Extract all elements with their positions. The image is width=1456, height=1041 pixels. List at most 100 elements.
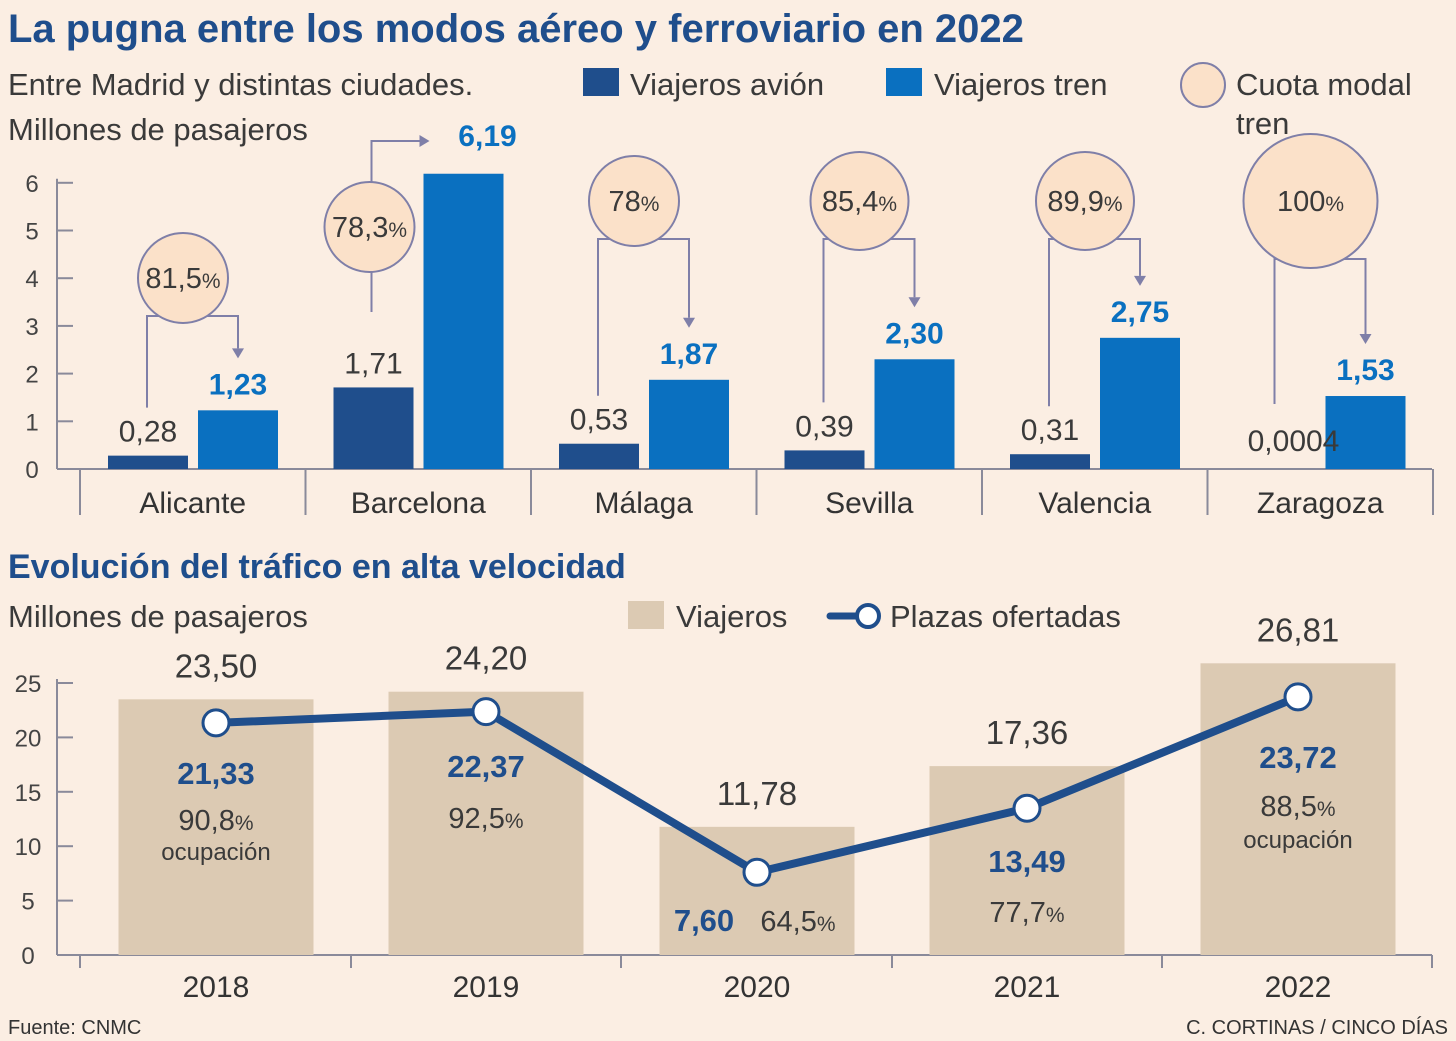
chart1-bar-train bbox=[649, 379, 729, 469]
chart1-bar-plane bbox=[333, 387, 414, 469]
chart1-share-label-unit: % bbox=[641, 193, 660, 216]
chart1-share-label: 78% bbox=[609, 186, 660, 218]
chart2-bar-travelers bbox=[118, 699, 314, 955]
chart1-train-value-label: 2,75 bbox=[1111, 296, 1169, 329]
chart1-train-value-label: 1,23 bbox=[209, 368, 267, 401]
chart2-travelers-value-label: 23,50 bbox=[175, 647, 258, 684]
chart1-connector-arrow bbox=[419, 135, 430, 147]
chart1-y-tick-label: 0 bbox=[25, 457, 38, 484]
chart1-share-label: 78,3% bbox=[332, 212, 407, 244]
legend-seats-marker bbox=[855, 603, 881, 629]
page-title: La pugna entre los modos aéreo y ferrovi… bbox=[8, 7, 1024, 51]
credit-note: C. CORTINAS / CINCO DÍAS bbox=[1186, 1016, 1448, 1039]
chart1-train-value-label: 2,30 bbox=[885, 317, 943, 350]
chart1-train-value-label: 6,19 bbox=[458, 120, 516, 153]
chart1-plane-value-label: 0,39 bbox=[795, 410, 853, 443]
chart2-occupancy-label: 92,5% bbox=[448, 803, 523, 835]
chart2-y-tick-label: 10 bbox=[15, 834, 42, 861]
legend-plane-label: Viajeros avión bbox=[630, 67, 824, 102]
chart1-plane-value-label: 0,53 bbox=[570, 404, 628, 437]
chart1-share-label-unit: % bbox=[878, 193, 897, 216]
chart2-y-tick-label: 0 bbox=[21, 943, 34, 970]
chart2-occupancy-word: ocupación bbox=[1243, 827, 1352, 854]
chart1-share-bubble bbox=[1035, 151, 1135, 251]
chart1-category-label: Sevilla bbox=[825, 487, 914, 520]
chart2-travelers-value-label: 26,81 bbox=[1257, 611, 1340, 648]
chart1-plane-value-label: 0,31 bbox=[1021, 414, 1079, 447]
chart2-occupancy-label-value: 88,5 bbox=[1260, 791, 1316, 823]
chart1-share-label: 85,4% bbox=[822, 186, 897, 218]
chart2-seats-point bbox=[1283, 682, 1313, 712]
chart2-travelers-value-label: 24,20 bbox=[445, 640, 528, 677]
legend-travelers-swatch bbox=[628, 601, 664, 629]
chart1-y-tick-label: 3 bbox=[25, 314, 38, 341]
chart1-connector-arrow bbox=[1359, 334, 1372, 345]
chart1-connector-arrow bbox=[1134, 275, 1146, 286]
chart1-bar-plane bbox=[108, 455, 188, 469]
chart1-connector-arrow bbox=[683, 317, 695, 328]
chart1-share-bubble bbox=[588, 155, 680, 247]
chart2-seats-point bbox=[201, 708, 231, 738]
chart2-seats-point bbox=[742, 857, 772, 887]
chart1-bar-plane bbox=[559, 443, 639, 469]
chart2-category-label: 2020 bbox=[724, 971, 791, 1004]
chart2-bar-travelers bbox=[1200, 663, 1396, 955]
chart1-plane-value-label: 0,0004 bbox=[1248, 425, 1340, 458]
chart2-seats-value-label: 21,33 bbox=[177, 756, 255, 791]
legend-share-swatch bbox=[1180, 62, 1226, 108]
chart1-category-label: Málaga bbox=[595, 487, 694, 520]
chart2-combo-chart: 0 5 10 15 20 25 23,50 2018 24,20 2019 11,78 2020 17,… bbox=[15, 611, 1433, 1004]
chart2-bar-travelers bbox=[388, 691, 584, 955]
chart1-share-label-unit: % bbox=[1104, 193, 1123, 216]
chart1-y-tick-label: 6 bbox=[25, 171, 38, 198]
chart1-train-value-label: 1,87 bbox=[660, 338, 718, 371]
chart1-bar-train bbox=[1100, 337, 1180, 469]
chart1-plane-value-label: 0,28 bbox=[119, 416, 177, 449]
chart2-travelers-value-label: 17,36 bbox=[986, 714, 1069, 751]
legend-train-label: Viajeros tren bbox=[934, 67, 1107, 102]
chart1-category-label: Valencia bbox=[1038, 487, 1151, 520]
chart2-seats-value-label: 23,72 bbox=[1259, 740, 1337, 775]
chart1-y-tick-label: 4 bbox=[25, 266, 38, 293]
chart2-bar-travelers bbox=[659, 826, 855, 955]
chart1-train-value-label: 1,53 bbox=[1336, 354, 1394, 387]
chart1-bar-train bbox=[874, 359, 955, 469]
chart2-occupancy-label-value: 90,8 bbox=[178, 805, 234, 837]
chart1-share-label-value: 81,5 bbox=[145, 263, 201, 295]
chart1-share-label-unit: % bbox=[388, 219, 407, 242]
chart2-y-tick-label: 20 bbox=[15, 725, 42, 752]
chart2-seats-value-label: 7,60 bbox=[674, 903, 734, 938]
chart2-seats-value-label: 13,49 bbox=[988, 844, 1066, 879]
chart1-subtitle: Entre Madrid y distintas ciudades. bbox=[8, 67, 473, 102]
chart1-bar-train bbox=[1325, 396, 1406, 469]
chart2-occupancy-label-value: 77,7 bbox=[989, 897, 1045, 929]
chart2-occupancy-label-unit: % bbox=[1317, 798, 1336, 821]
chart1-share-label-unit: % bbox=[1325, 193, 1344, 216]
chart1-unit-label: Millones de pasajeros bbox=[8, 112, 308, 147]
chart2-seats-point bbox=[471, 697, 501, 727]
chart1-share-label: 81,5% bbox=[145, 263, 220, 295]
chart1-share-label-value: 78,3 bbox=[332, 212, 388, 244]
chart2-category-label: 2022 bbox=[1265, 971, 1332, 1004]
chart2-category-label: 2019 bbox=[453, 971, 520, 1004]
chart2-unit-label: Millones de pasajeros bbox=[8, 599, 308, 634]
chart1-bar-train bbox=[423, 173, 504, 469]
chart1-share-bubble bbox=[323, 181, 416, 273]
chart2-occupancy-label-unit: % bbox=[505, 810, 524, 833]
chart1-share-label-value: 85,4 bbox=[822, 186, 878, 218]
chart2-seats-point bbox=[1012, 793, 1042, 823]
chart2-occupancy-label-unit: % bbox=[235, 812, 254, 835]
chart2-occupancy-label-value: 92,5 bbox=[448, 803, 504, 835]
chart2-occupancy-label: 64,5% bbox=[760, 906, 835, 938]
chart1-y-tick-label: 1 bbox=[25, 409, 38, 436]
chart1-y-tick-label: 2 bbox=[25, 362, 38, 389]
chart1-connector-arrow bbox=[908, 297, 921, 308]
chart2-category-label: 2021 bbox=[994, 971, 1061, 1004]
legend-plane-swatch bbox=[583, 68, 619, 96]
chart2-travelers-value-label: 11,78 bbox=[717, 775, 797, 812]
chart2-occupancy-label-value: 64,5 bbox=[760, 906, 816, 938]
legend-share-label-line2: tren bbox=[1236, 106, 1289, 141]
legend-train-swatch bbox=[886, 68, 922, 96]
chart1-share-bubble bbox=[1242, 133, 1379, 269]
chart1-share-label-unit: % bbox=[202, 270, 221, 293]
